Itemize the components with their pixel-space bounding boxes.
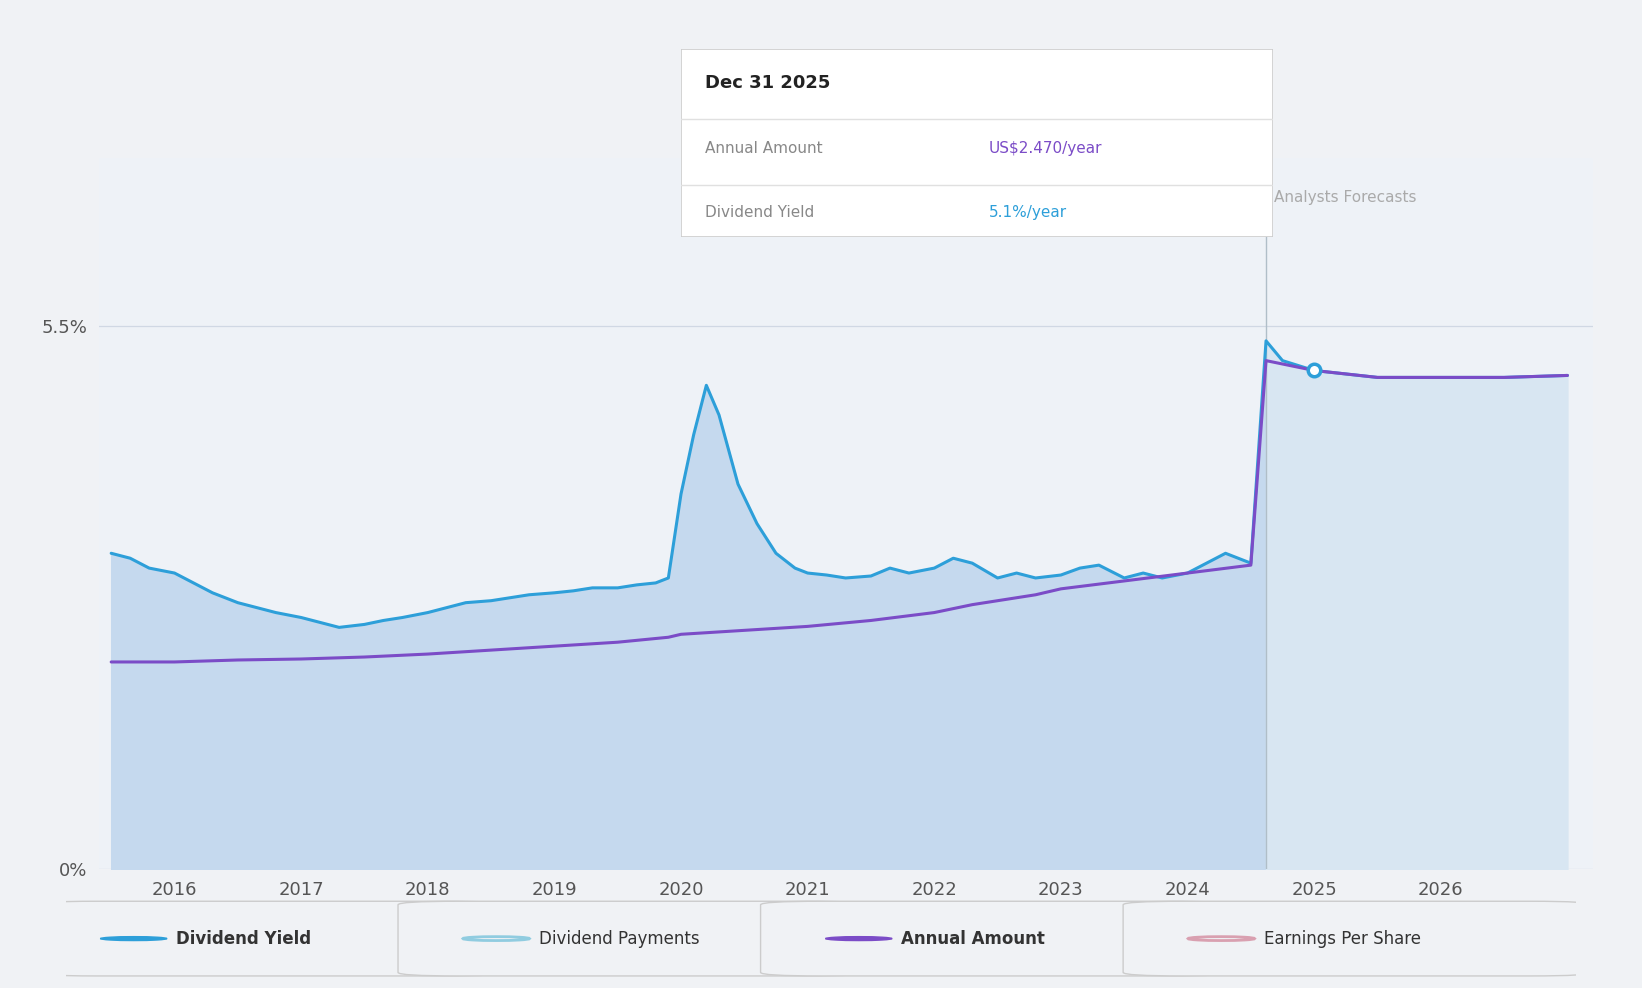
Circle shape — [100, 937, 167, 941]
Text: Earnings Per Share: Earnings Per Share — [1264, 930, 1420, 947]
Text: US$2.470/year: US$2.470/year — [988, 141, 1102, 156]
Text: Annual Amount: Annual Amount — [901, 930, 1044, 947]
FancyBboxPatch shape — [681, 49, 1273, 237]
Text: Dividend Payments: Dividend Payments — [539, 930, 699, 947]
Circle shape — [826, 937, 892, 941]
FancyBboxPatch shape — [36, 901, 504, 976]
Text: Dividend Yield: Dividend Yield — [176, 930, 310, 947]
FancyBboxPatch shape — [397, 901, 867, 976]
Text: Past: Past — [1227, 190, 1258, 205]
Text: Dividend Yield: Dividend Yield — [704, 206, 814, 220]
Text: 5.1%/year: 5.1%/year — [988, 206, 1067, 220]
Text: Analysts Forecasts: Analysts Forecasts — [1274, 190, 1415, 205]
FancyBboxPatch shape — [1123, 901, 1591, 976]
Text: Dec 31 2025: Dec 31 2025 — [704, 74, 831, 92]
FancyBboxPatch shape — [760, 901, 1228, 976]
Text: Annual Amount: Annual Amount — [704, 141, 823, 156]
